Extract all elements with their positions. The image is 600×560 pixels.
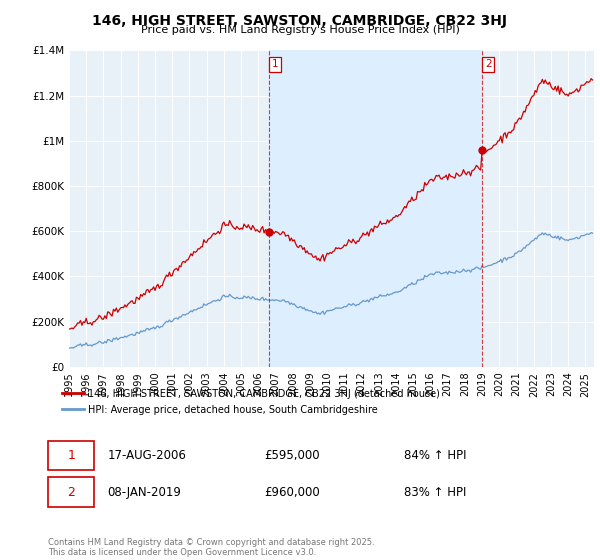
- Text: 17-AUG-2006: 17-AUG-2006: [107, 449, 186, 462]
- Text: 1: 1: [67, 449, 75, 462]
- Text: 146, HIGH STREET, SAWSTON, CAMBRIDGE, CB22 3HJ: 146, HIGH STREET, SAWSTON, CAMBRIDGE, CB…: [92, 14, 508, 28]
- Text: 2: 2: [67, 486, 75, 498]
- Text: Contains HM Land Registry data © Crown copyright and database right 2025.
This d: Contains HM Land Registry data © Crown c…: [48, 538, 374, 557]
- Legend: 146, HIGH STREET, SAWSTON, CAMBRIDGE, CB22 3HJ (detached house), HPI: Average pr: 146, HIGH STREET, SAWSTON, CAMBRIDGE, CB…: [58, 385, 444, 419]
- Bar: [269, 50, 482, 367]
- FancyBboxPatch shape: [48, 477, 94, 507]
- Text: 08-JAN-2019: 08-JAN-2019: [107, 486, 181, 498]
- FancyBboxPatch shape: [48, 441, 94, 470]
- Text: Price paid vs. HM Land Registry's House Price Index (HPI): Price paid vs. HM Land Registry's House …: [140, 25, 460, 35]
- Text: £960,000: £960,000: [264, 486, 320, 498]
- Text: 84% ↑ HPI: 84% ↑ HPI: [404, 449, 467, 462]
- Text: £595,000: £595,000: [264, 449, 320, 462]
- Text: 83% ↑ HPI: 83% ↑ HPI: [404, 486, 467, 498]
- Text: 1: 1: [272, 59, 278, 69]
- Text: 2: 2: [485, 59, 491, 69]
